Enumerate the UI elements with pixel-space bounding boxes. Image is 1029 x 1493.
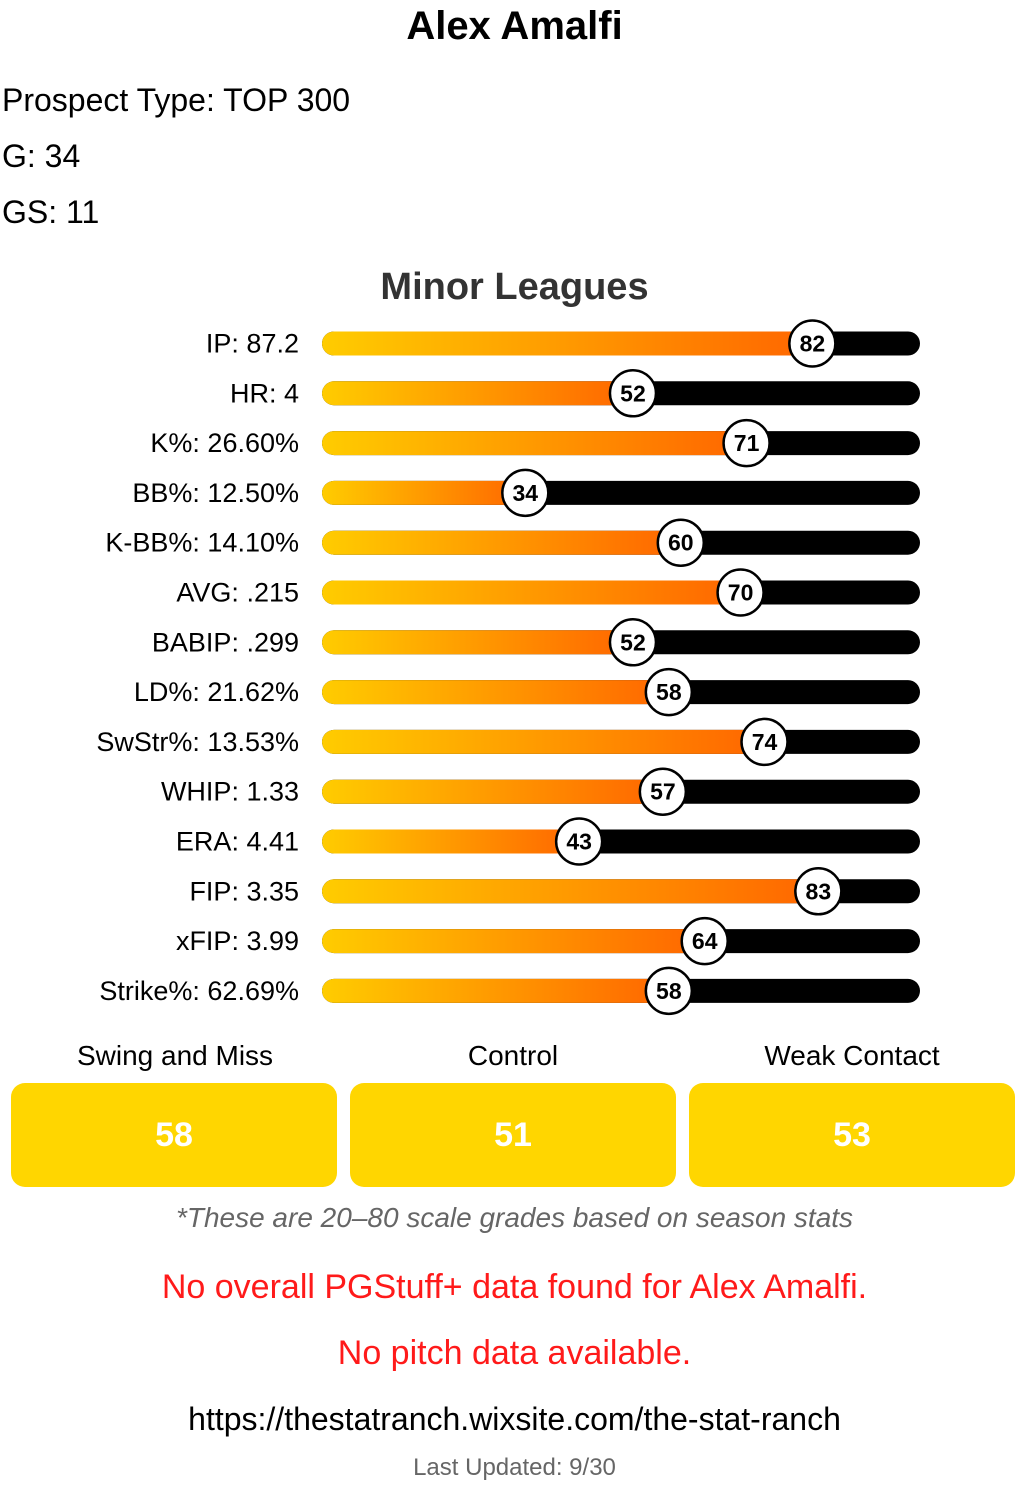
no-pitch-message: No pitch data available. xyxy=(337,1334,692,1372)
stat-row-xfip: xFIP: 3.99 64 xyxy=(176,916,920,966)
value-bubble xyxy=(716,568,765,617)
stat-row-ip: IP: 87.2 82 xyxy=(206,319,920,368)
stat-label: Strike%: 62.69% xyxy=(99,976,299,1006)
stat-row-k-bb-pct: K-BB%: 14.10% 60 xyxy=(105,518,920,567)
stat-row-avg: AVG: .215 70 xyxy=(176,568,920,617)
value-bubble xyxy=(794,867,843,916)
stat-label: SwStr%: 13.53% xyxy=(96,727,299,757)
scale-note: *These are 20–80 scale grades based on s… xyxy=(175,1202,854,1233)
bar-fill xyxy=(322,729,765,754)
bar-fill xyxy=(322,829,580,854)
bar-fill xyxy=(322,978,669,1003)
value-label: 74 xyxy=(752,729,778,755)
value-label: 83 xyxy=(806,878,832,904)
bar-fill xyxy=(322,480,526,505)
stat-label: LD%: 21.62% xyxy=(134,677,299,707)
grade-box-swing-and-miss: 58 xyxy=(11,1083,337,1187)
grade-label-weak-contact: Weak Contact xyxy=(764,1040,940,1071)
no-pgstuff-message: No overall PGStuff+ data found for Alex … xyxy=(161,1268,868,1306)
stat-label: FIP: 3.35 xyxy=(189,876,299,906)
value-bubble xyxy=(644,667,694,717)
stat-label: AVG: .215 xyxy=(176,578,299,608)
value-label: 82 xyxy=(800,331,826,357)
bar-fill xyxy=(322,779,663,804)
grade-box-control: 51 xyxy=(350,1083,676,1187)
stat-row-fip: FIP: 3.35 83 xyxy=(189,867,920,916)
value-bubble xyxy=(644,966,694,1016)
value-label: 64 xyxy=(692,928,718,954)
last-updated: Last Updated: 9/30 xyxy=(413,1454,616,1481)
bar-fill xyxy=(322,530,681,555)
stat-label: BB%: 12.50% xyxy=(132,478,299,508)
value-bubble xyxy=(656,518,706,567)
stat-row-ld-pct: LD%: 21.62% 58 xyxy=(134,667,920,717)
bar-fill xyxy=(322,879,819,904)
bar-fill xyxy=(322,431,747,456)
stat-row-era: ERA: 4.41 43 xyxy=(176,817,920,866)
stat-label: xFIP: 3.99 xyxy=(176,926,299,956)
value-bubble xyxy=(680,916,729,966)
value-label: 60 xyxy=(668,530,694,556)
bar-fill xyxy=(322,929,705,954)
value-bubble xyxy=(608,369,658,418)
stat-row-swstr-pct: SwStr%: 13.53% 74 xyxy=(96,717,920,767)
value-bubble xyxy=(740,717,789,767)
value-bubble xyxy=(788,319,837,368)
stat-label: K%: 26.60% xyxy=(150,428,299,458)
stat-label: IP: 87.2 xyxy=(206,329,299,359)
value-bubble xyxy=(638,767,688,816)
stat-label: ERA: 4.41 xyxy=(176,827,299,857)
stat-row-strike-pct: Strike%: 62.69% 58 xyxy=(99,966,920,1016)
value-label: 52 xyxy=(620,380,646,406)
value-label: 52 xyxy=(620,629,646,655)
grade-box-weak-contact: 53 xyxy=(689,1083,1015,1187)
value-label: 70 xyxy=(728,580,754,606)
stat-label: K-BB%: 14.10% xyxy=(105,528,299,558)
stat-percentile-chart: IP: 87.2 82 HR: 4 52 K%: 26.60% 71 BB%: 12.50%… xyxy=(96,319,920,1016)
player-name: Alex Amalfi xyxy=(406,4,623,48)
value-label: 34 xyxy=(513,480,539,506)
games-played: G: 34 xyxy=(2,138,81,174)
grade-label-control: Control xyxy=(467,1040,559,1071)
value-label: 58 xyxy=(656,679,682,705)
value-label: 58 xyxy=(656,978,682,1004)
games-started: GS: 11 xyxy=(2,194,100,230)
stat-label: WHIP: 1.33 xyxy=(161,777,299,807)
bar-fill xyxy=(322,630,633,655)
chart-title: Minor Leagues xyxy=(380,266,649,308)
value-label: 43 xyxy=(566,829,592,855)
value-bubble xyxy=(722,418,771,468)
grade-label-swing-and-miss: Swing and Miss xyxy=(76,1040,274,1071)
value-bubble xyxy=(501,468,550,518)
stat-row-bb-pct: BB%: 12.50% 34 xyxy=(132,468,920,518)
stat-label: BABIP: .299 xyxy=(152,627,299,657)
bar-fill xyxy=(322,331,813,356)
value-bubble xyxy=(608,618,658,667)
value-bubble xyxy=(554,817,604,866)
stat-row-k-pct: K%: 26.60% 71 xyxy=(150,418,920,468)
stat-row-babip: BABIP: .299 52 xyxy=(152,618,920,667)
stat-label: HR: 4 xyxy=(230,378,299,408)
stat-row-whip: WHIP: 1.33 57 xyxy=(161,767,920,816)
prospect-type: Prospect Type: TOP 300 xyxy=(2,82,351,118)
value-label: 57 xyxy=(650,779,676,805)
stat-row-hr: HR: 4 52 xyxy=(230,369,920,418)
bar-fill xyxy=(322,680,669,705)
bar-fill xyxy=(322,580,741,605)
value-label: 71 xyxy=(734,430,760,456)
bar-fill xyxy=(322,381,633,406)
site-url: https://thestatranch.wixsite.com/the-sta… xyxy=(188,1401,841,1437)
